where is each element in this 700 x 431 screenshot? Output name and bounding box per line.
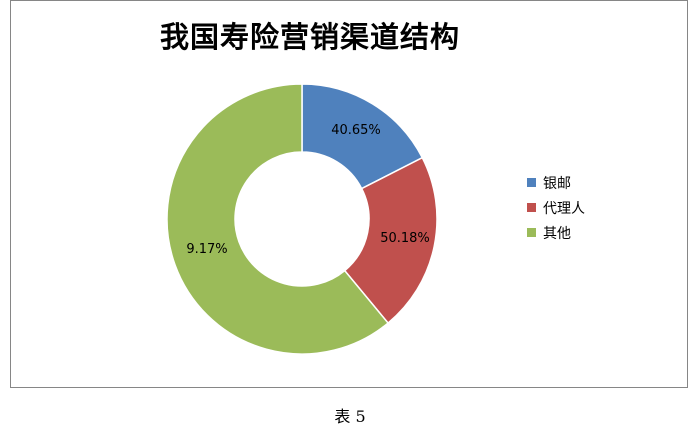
figure-caption: 表 5	[334, 407, 366, 426]
legend-item-dailiren: 代理人	[527, 195, 585, 220]
legend-item-qita: 其他	[527, 220, 585, 245]
legend-swatch-dailiren	[527, 203, 536, 212]
data-label-dailiren: 50.18%	[380, 231, 430, 246]
legend-label-dailiren: 代理人	[543, 200, 585, 217]
legend-swatch-qita	[527, 228, 536, 237]
slice-dailiren	[343, 156, 438, 325]
legend-swatch-yinyou	[527, 178, 536, 187]
legend: 银邮 代理人 其他	[527, 170, 585, 245]
data-label-yinyou: 40.65%	[331, 123, 381, 138]
data-label-qita: 9.17%	[186, 242, 227, 257]
legend-label-yinyou: 银邮	[543, 175, 571, 192]
slice-qita	[166, 83, 390, 355]
legend-item-yinyou: 银邮	[527, 170, 585, 195]
legend-label-qita: 其他	[543, 225, 571, 242]
slice-yinyou	[301, 83, 424, 190]
chart-title: 我国寿险营销渠道结构	[160, 20, 461, 54]
